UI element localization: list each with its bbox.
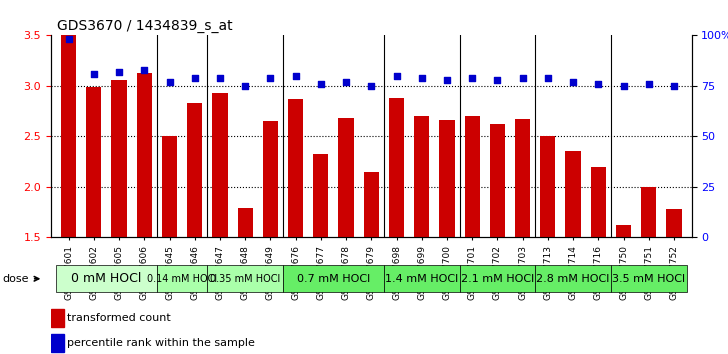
FancyBboxPatch shape — [207, 265, 283, 292]
Point — [88, 71, 100, 76]
Point — [491, 77, 503, 82]
Text: 0.7 mM HOCl: 0.7 mM HOCl — [297, 274, 370, 284]
Bar — [464, 116, 480, 354]
Bar — [364, 172, 379, 354]
Bar — [515, 119, 530, 354]
FancyBboxPatch shape — [283, 265, 384, 292]
Bar — [263, 121, 278, 354]
Point — [365, 83, 377, 89]
Bar — [616, 225, 631, 354]
Point — [164, 79, 175, 85]
Point — [114, 69, 125, 75]
Text: percentile rank within the sample: percentile rank within the sample — [67, 338, 255, 348]
Bar — [440, 120, 454, 354]
Point — [567, 79, 579, 85]
Point — [416, 75, 427, 81]
Bar — [187, 103, 202, 354]
Bar — [566, 152, 581, 354]
Bar — [490, 124, 505, 354]
FancyBboxPatch shape — [157, 265, 207, 292]
Point — [517, 75, 529, 81]
Point — [138, 67, 150, 73]
Bar — [540, 136, 555, 354]
Bar — [666, 209, 681, 354]
FancyBboxPatch shape — [459, 265, 535, 292]
Bar — [61, 35, 76, 354]
Point — [340, 79, 352, 85]
Point — [593, 81, 604, 87]
Bar — [237, 208, 253, 354]
Point — [264, 75, 276, 81]
Text: 3.5 mM HOCl: 3.5 mM HOCl — [612, 274, 685, 284]
Point — [617, 83, 629, 89]
Bar — [87, 87, 101, 354]
Text: 2.1 mM HOCl: 2.1 mM HOCl — [461, 274, 534, 284]
FancyBboxPatch shape — [56, 265, 157, 292]
Bar — [339, 118, 354, 354]
Bar — [641, 187, 656, 354]
Text: 0.14 mM HOCl: 0.14 mM HOCl — [147, 274, 217, 284]
Bar — [51, 309, 64, 327]
FancyBboxPatch shape — [611, 265, 687, 292]
Point — [290, 73, 301, 79]
Text: 0 mM HOCl: 0 mM HOCl — [71, 272, 142, 285]
Point — [189, 75, 200, 81]
Text: 1.4 mM HOCl: 1.4 mM HOCl — [385, 274, 459, 284]
Point — [643, 81, 654, 87]
Point — [391, 73, 403, 79]
Bar — [137, 73, 152, 354]
FancyBboxPatch shape — [384, 265, 459, 292]
Point — [63, 36, 74, 42]
Bar — [414, 116, 430, 354]
Text: GDS3670 / 1434839_s_at: GDS3670 / 1434839_s_at — [58, 19, 233, 33]
Bar — [288, 99, 303, 354]
Point — [214, 75, 226, 81]
Point — [467, 75, 478, 81]
Bar — [313, 154, 328, 354]
Bar — [162, 136, 177, 354]
Text: transformed count: transformed count — [67, 313, 171, 323]
Point — [240, 83, 251, 89]
Point — [315, 81, 327, 87]
Text: 2.8 mM HOCl: 2.8 mM HOCl — [537, 274, 610, 284]
Point — [542, 75, 554, 81]
Text: 0.35 mM HOCl: 0.35 mM HOCl — [210, 274, 280, 284]
Bar — [213, 93, 228, 354]
Text: dose: dose — [3, 274, 39, 284]
Bar — [111, 80, 127, 354]
Bar — [51, 334, 64, 352]
Point — [441, 77, 453, 82]
FancyBboxPatch shape — [535, 265, 611, 292]
Point — [668, 83, 680, 89]
Bar — [389, 98, 404, 354]
Bar — [590, 166, 606, 354]
